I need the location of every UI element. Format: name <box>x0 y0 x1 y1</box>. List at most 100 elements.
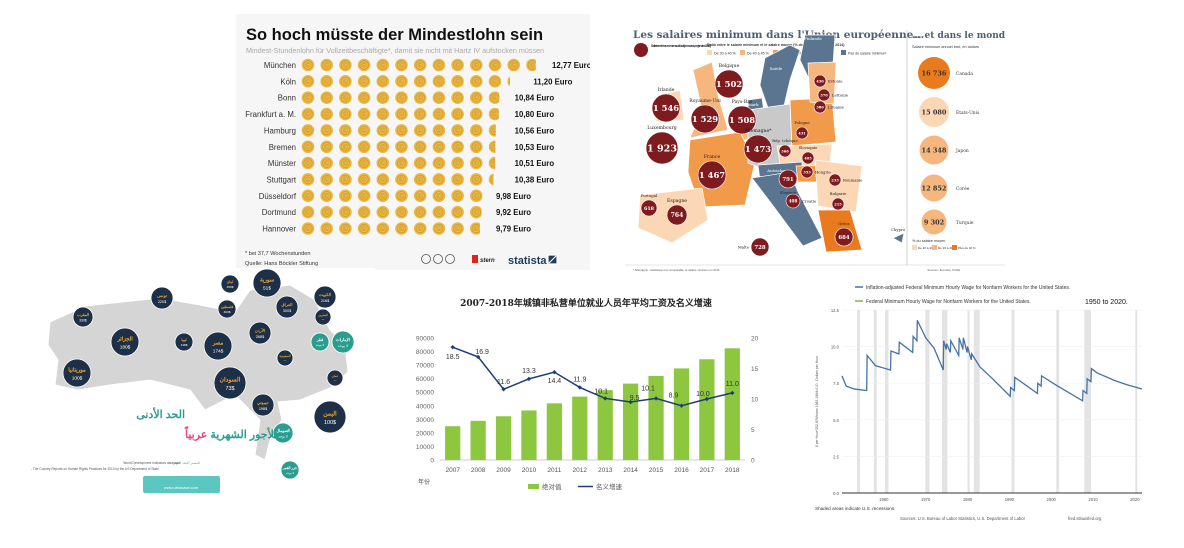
country-label: Hongrie <box>815 170 832 175</box>
coin-mark: © <box>488 75 502 88</box>
coin-mark: © <box>357 58 371 72</box>
country-circle <box>248 321 272 345</box>
coin-mark: © <box>507 58 520 72</box>
euro-symbol: © <box>474 192 480 200</box>
country-circle <box>220 274 240 294</box>
china-wage-chart: 2007-2018年城镇非私营单位就业人员年平均工资及名义增速 0 10000 200… <box>400 288 772 510</box>
country-circle <box>310 332 330 352</box>
coin-mark: © <box>376 58 390 72</box>
data-label: 11.0 <box>726 381 739 388</box>
coin-mark: © <box>470 173 483 186</box>
coin-ring <box>321 174 332 185</box>
euro-symbol: © <box>380 143 386 151</box>
coin-mark: © <box>357 140 371 154</box>
euro-symbol: © <box>380 160 386 168</box>
euro-symbol: © <box>418 78 424 86</box>
bar <box>623 383 639 460</box>
euro-symbol: © <box>436 160 442 168</box>
value-label: 11,20 Euro <box>533 77 572 86</box>
cyprus-region <box>892 232 905 244</box>
x-tick-label: 2012 <box>573 467 588 474</box>
country-value: 728 <box>754 245 766 251</box>
coin-ring <box>340 109 351 119</box>
coin-ring <box>321 60 332 70</box>
x-tick-label: 2020 <box>1130 497 1140 502</box>
coin-icon <box>488 91 500 104</box>
coin-ring <box>378 109 388 119</box>
x-tick-label: 2015 <box>649 467 664 474</box>
bar <box>572 396 588 460</box>
euro-symbol: © <box>436 78 442 86</box>
coin-mark: © <box>320 222 333 235</box>
plot-area <box>842 310 1142 493</box>
value-circle <box>666 204 688 226</box>
coin-mark: © <box>395 140 408 154</box>
euro-symbol: © <box>418 94 424 102</box>
line-marker <box>501 387 506 392</box>
y-tick-label: 10000 <box>416 444 434 451</box>
value-label: 10,51 Euro <box>515 159 555 168</box>
coin-mark: © <box>357 107 371 121</box>
country-circle <box>150 286 174 310</box>
coin-mark: © <box>301 173 315 186</box>
y-tick-label: 2.5 <box>833 454 839 459</box>
country-name: اليمن <box>323 410 337 417</box>
legend-label: Pas de salaire minimum <box>848 52 886 56</box>
coin-mark: © <box>470 222 480 235</box>
euro-symbol: © <box>455 94 461 102</box>
coin-ring <box>471 60 482 70</box>
country-value: 1 529 <box>692 114 718 124</box>
euro-symbol: © <box>343 62 349 70</box>
coin-mark: © <box>395 107 408 121</box>
no-minimum-label: Finlande <box>804 36 822 41</box>
country-label: Estonie <box>828 79 843 84</box>
eu-min-wage-map: Les salaires minimum dans l'Union europé… <box>625 25 1005 275</box>
recession-band <box>1135 310 1138 493</box>
coin-ring <box>471 109 482 119</box>
country-value: 51$ <box>263 285 271 291</box>
coin-mark: © <box>395 173 408 186</box>
country-value: — <box>334 380 337 383</box>
coin-mark: © <box>320 107 333 121</box>
coin-mark: © <box>301 75 315 88</box>
country-value: 100$ <box>324 420 336 426</box>
coin-mark: © <box>451 107 464 121</box>
coin-mark: © <box>339 189 352 203</box>
coin-mark: © <box>470 75 483 88</box>
euro-symbol: © <box>305 225 311 233</box>
y-tick-label: 50000 <box>416 390 434 397</box>
title-line-2-accent: عربياً <box>184 426 208 441</box>
coin-ring <box>359 158 369 168</box>
coin-ring <box>471 92 482 103</box>
data-label: 11.9 <box>573 376 586 383</box>
coin-mark: © <box>301 58 315 72</box>
country-value: 1 467 <box>699 170 725 180</box>
data-label: 8.9 <box>669 393 679 400</box>
value-label: 12,77 Euro <box>552 61 590 70</box>
coin-mark: © <box>413 107 427 121</box>
coin-ring <box>359 191 369 201</box>
country-label: Malte <box>738 245 750 250</box>
coin-icon <box>488 156 496 170</box>
coin-mark: © <box>432 75 446 88</box>
euro-symbol: © <box>455 160 461 168</box>
x-tick-label: 1990 <box>1005 497 1015 502</box>
coin-ring <box>359 125 369 136</box>
coin-ring <box>452 76 463 87</box>
cc-icon <box>421 254 431 264</box>
coin-ring <box>452 60 463 70</box>
legend-bar-swatch <box>528 484 539 489</box>
bar <box>521 410 537 460</box>
value-circle <box>697 160 727 190</box>
country-circle <box>276 349 294 367</box>
data-label: 16.9 <box>475 349 489 356</box>
country-value: لا يوجد <box>278 435 288 439</box>
coin-mark: © <box>376 107 390 121</box>
stern-logo-icon <box>472 255 478 263</box>
y2-tick-label: 20 <box>751 336 759 343</box>
country-label: Rép. tchèque <box>772 138 798 143</box>
data-label: 18.5 <box>446 354 460 361</box>
country-value: 431 <box>798 131 806 135</box>
arab-min-wage-map: المغرب 330$ تونس 220$ الجزائر 180$ ليبيا 148$ مص… <box>30 268 375 503</box>
site-url: www.ultrasawt.com <box>164 485 199 490</box>
